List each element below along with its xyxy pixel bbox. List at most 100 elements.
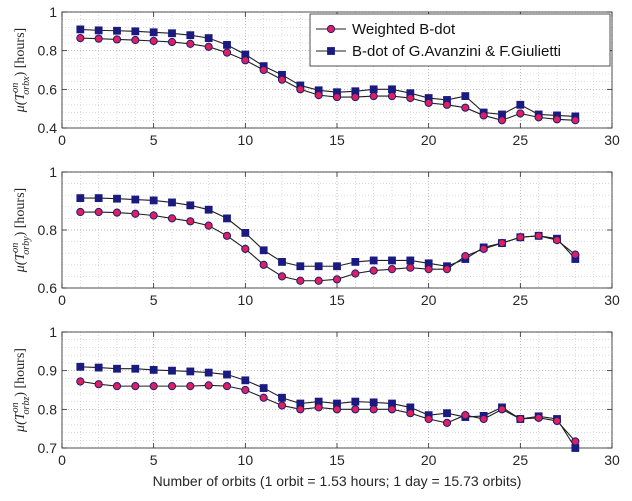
data-point-weighted-bdot bbox=[351, 92, 360, 102]
data-point-weighted-bdot bbox=[149, 382, 158, 391]
y-tick-label: 0.7 bbox=[38, 440, 58, 456]
data-point-weighted-bdot bbox=[424, 265, 433, 274]
data-point-bdot-avanzini bbox=[94, 363, 103, 372]
data-point-bdot-avanzini bbox=[168, 198, 176, 207]
data-point-bdot-avanzini bbox=[278, 258, 286, 266]
data-point-weighted-bdot bbox=[186, 217, 195, 226]
data-point-weighted-bdot bbox=[479, 111, 488, 120]
data-point-weighted-bdot bbox=[167, 37, 177, 47]
data-point-bdot-avanzini bbox=[131, 27, 140, 36]
y-axis-label: μ(Tonorby) [hours] bbox=[10, 188, 32, 273]
data-point-bdot-avanzini bbox=[241, 376, 250, 385]
data-point-weighted-bdot bbox=[112, 208, 122, 217]
data-point-weighted-bdot bbox=[76, 377, 85, 386]
data-point-weighted-bdot bbox=[94, 34, 103, 43]
data-point-weighted-bdot bbox=[461, 103, 470, 112]
data-point-weighted-bdot bbox=[149, 211, 158, 220]
data-point-bdot-avanzini bbox=[516, 100, 525, 109]
data-point-bdot-avanzini bbox=[259, 384, 268, 392]
data-point-weighted-bdot bbox=[167, 214, 177, 223]
data-point-bdot-avanzini bbox=[369, 85, 378, 94]
y-tick-label: 0.8 bbox=[38, 401, 58, 417]
data-point-weighted-bdot bbox=[76, 34, 85, 43]
data-point-weighted-bdot bbox=[222, 48, 232, 57]
data-point-weighted-bdot bbox=[222, 231, 232, 240]
data-point-bdot-avanzini bbox=[461, 92, 470, 100]
x-tick-label: 5 bbox=[150, 132, 158, 148]
data-point-bdot-avanzini bbox=[76, 362, 85, 371]
data-point-weighted-bdot bbox=[222, 382, 232, 391]
data-point-bdot-avanzini bbox=[278, 393, 286, 402]
x-tick-label: 25 bbox=[513, 292, 529, 308]
x-tick-label: 15 bbox=[329, 132, 345, 148]
data-point-weighted-bdot bbox=[479, 244, 488, 253]
y-tick-label: 0.8 bbox=[38, 43, 58, 59]
y-axis-label: μ(Tonorbx) [hours] bbox=[10, 28, 32, 113]
data-point-weighted-bdot bbox=[149, 36, 158, 46]
data-point-bdot-avanzini bbox=[204, 205, 213, 214]
data-point-weighted-bdot bbox=[112, 382, 122, 391]
series-line-bdot-avanzini bbox=[80, 197, 576, 267]
data-point-weighted-bdot bbox=[131, 209, 140, 218]
series-line-bdot-avanzini bbox=[80, 28, 576, 117]
series-line-bdot-avanzini bbox=[80, 366, 576, 449]
data-point-weighted-bdot bbox=[534, 113, 543, 122]
y-tick-label: 0.6 bbox=[38, 81, 58, 97]
data-point-weighted-bdot bbox=[204, 42, 213, 51]
x-tick-label: 10 bbox=[238, 292, 254, 308]
data-point-bdot-avanzini bbox=[259, 246, 268, 255]
data-point-weighted-bdot bbox=[461, 252, 470, 261]
data-point-weighted-bdot bbox=[534, 413, 543, 422]
data-point-bdot-avanzini bbox=[223, 40, 231, 49]
x-tick-label: 10 bbox=[238, 132, 254, 148]
x-tick-label: 25 bbox=[513, 132, 529, 148]
data-point-weighted-bdot bbox=[369, 92, 378, 101]
data-point-bdot-avanzini bbox=[406, 256, 415, 265]
data-point-weighted-bdot bbox=[241, 56, 250, 65]
x-tick-label: 30 bbox=[604, 292, 620, 308]
data-point-weighted-bdot bbox=[387, 265, 397, 274]
x-tick-label: 15 bbox=[329, 292, 345, 308]
series-line-weighted-bdot bbox=[80, 380, 576, 442]
data-point-weighted-bdot bbox=[406, 263, 415, 272]
data-point-weighted-bdot bbox=[424, 98, 433, 107]
data-point-bdot-avanzini bbox=[369, 256, 378, 265]
chart-panel-3: 0 5 10 15 20 25 30 0.7 0.8 0.9 1 μ(Tonorbz) [hours]… bbox=[10, 324, 620, 489]
data-point-weighted-bdot bbox=[131, 382, 140, 391]
data-point-weighted-bdot bbox=[277, 272, 287, 281]
chart-panel-2: 0 5 10 15 20 25 30 0.6 0.8 1 μ(Tonorby) [hours] bbox=[10, 164, 620, 308]
data-point-bdot-avanzini bbox=[223, 370, 231, 379]
data-point-weighted-bdot bbox=[204, 221, 213, 230]
data-point-bdot-avanzini bbox=[168, 29, 176, 38]
data-point-bdot-avanzini bbox=[571, 444, 580, 452]
data-point-weighted-bdot bbox=[534, 231, 543, 240]
legend-marker-square bbox=[327, 47, 335, 55]
data-point-bdot-avanzini bbox=[76, 25, 85, 34]
data-point-weighted-bdot bbox=[369, 266, 378, 275]
data-point-weighted-bdot bbox=[552, 115, 562, 124]
data-point-weighted-bdot bbox=[351, 405, 360, 414]
data-point-bdot-avanzini bbox=[149, 28, 158, 37]
data-point-weighted-bdot bbox=[351, 269, 360, 278]
data-point-bdot-avanzini bbox=[168, 366, 176, 375]
data-point-weighted-bdot bbox=[424, 414, 433, 424]
data-point-weighted-bdot bbox=[461, 411, 470, 420]
data-point-weighted-bdot bbox=[406, 93, 415, 103]
data-point-weighted-bdot bbox=[76, 207, 85, 217]
data-point-weighted-bdot bbox=[241, 385, 250, 395]
x-tick-label: 20 bbox=[421, 132, 437, 148]
x-tick-label: 10 bbox=[238, 452, 254, 468]
data-point-weighted-bdot bbox=[112, 35, 122, 44]
series-line-weighted-bdot bbox=[80, 37, 576, 121]
data-point-weighted-bdot bbox=[516, 414, 525, 424]
data-point-bdot-avanzini bbox=[443, 409, 451, 418]
data-point-weighted-bdot bbox=[442, 265, 452, 274]
data-point-weighted-bdot bbox=[296, 85, 305, 94]
x-axis-label: Number of orbits (1 orbit = 1.53 hours; … bbox=[153, 473, 522, 489]
x-tick-label: 20 bbox=[421, 452, 437, 468]
data-point-weighted-bdot bbox=[259, 65, 268, 75]
x-tick-label: 30 bbox=[604, 452, 620, 468]
data-point-weighted-bdot bbox=[314, 276, 323, 285]
x-tick-label: 5 bbox=[150, 452, 158, 468]
data-point-bdot-avanzini bbox=[333, 262, 341, 271]
